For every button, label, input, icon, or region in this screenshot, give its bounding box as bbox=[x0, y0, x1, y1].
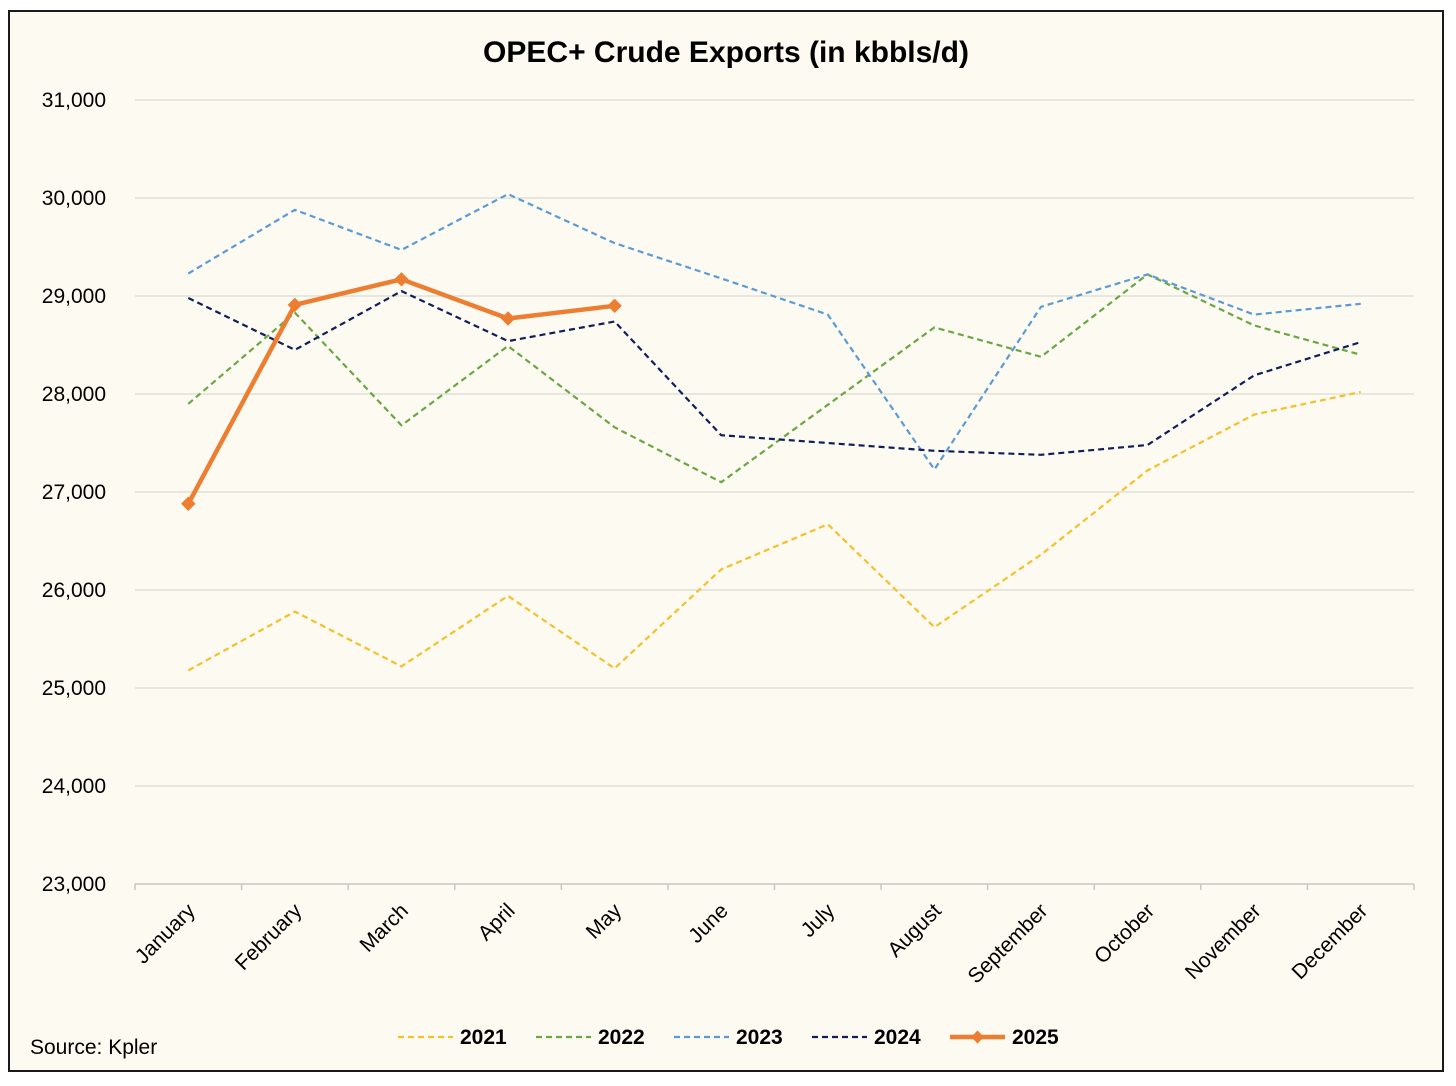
y-tick-label-26000: 26,000 bbox=[42, 579, 106, 602]
x-tick-label-march: March bbox=[355, 899, 413, 957]
source-note: Source: Kpler bbox=[30, 1036, 157, 1059]
data-point-2025-january bbox=[181, 496, 196, 511]
series-line-2024 bbox=[187, 290, 1362, 456]
data-point-2025-may bbox=[607, 298, 622, 314]
legend-label-2024: 2024 bbox=[874, 1026, 921, 1049]
x-tick-label-july: July bbox=[797, 899, 840, 942]
x-tick-label-june: June bbox=[684, 899, 732, 947]
y-axis-ticks: 23,000 24,000 25,000 26,000 27,000 28,000 29,0… bbox=[42, 89, 106, 896]
x-axis: January February March April May June July Augu… bbox=[131, 883, 1415, 988]
series-line-2022 bbox=[187, 273, 1361, 484]
x-tick-label-january: January bbox=[131, 899, 200, 968]
y-tick-label-29000: 29,000 bbox=[42, 285, 106, 308]
legend-label-2025: 2025 bbox=[1012, 1026, 1059, 1049]
x-tick-label-may: May bbox=[582, 899, 627, 944]
y-tick-label-30000: 30,000 bbox=[42, 187, 106, 210]
series-line-2025 bbox=[186, 277, 615, 505]
series-line-2021 bbox=[187, 390, 1361, 672]
data-point-2025-march bbox=[394, 272, 409, 287]
x-tick-label-october: October bbox=[1090, 899, 1159, 968]
y-tick-label-31000: 31,000 bbox=[42, 89, 106, 112]
y-tick-label-23000: 23,000 bbox=[42, 873, 106, 896]
y-tick-label-25000: 25,000 bbox=[42, 677, 106, 700]
x-tick-label-december: December bbox=[1287, 899, 1372, 984]
series-line-2023 bbox=[187, 193, 1361, 471]
chart-frame bbox=[8, 10, 1444, 1072]
series-group bbox=[181, 193, 1362, 672]
x-tick-label-november: November bbox=[1181, 899, 1266, 984]
x-tick-label-august: August bbox=[883, 899, 946, 962]
gridlines bbox=[135, 99, 1414, 787]
legend-label-2021: 2021 bbox=[460, 1026, 507, 1049]
legend: 2021 2022 2023 2024 2025 bbox=[398, 1026, 1059, 1049]
chart-title: OPEC+ Crude Exports (in kbbls/d) bbox=[483, 36, 969, 69]
y-tick-label-27000: 27,000 bbox=[42, 481, 106, 504]
y-tick-label-28000: 28,000 bbox=[42, 383, 106, 406]
x-tick-label-february: February bbox=[231, 899, 307, 975]
data-point-2025-april bbox=[500, 311, 516, 326]
legend-marker-2025 bbox=[971, 1030, 984, 1044]
y-tick-label-24000: 24,000 bbox=[42, 775, 106, 798]
x-tick-label-april: April bbox=[474, 899, 520, 945]
legend-label-2022: 2022 bbox=[598, 1026, 645, 1049]
data-point-2025-february bbox=[287, 297, 303, 313]
legend-label-2023: 2023 bbox=[736, 1026, 783, 1049]
x-tick-label-september: September bbox=[964, 899, 1053, 988]
